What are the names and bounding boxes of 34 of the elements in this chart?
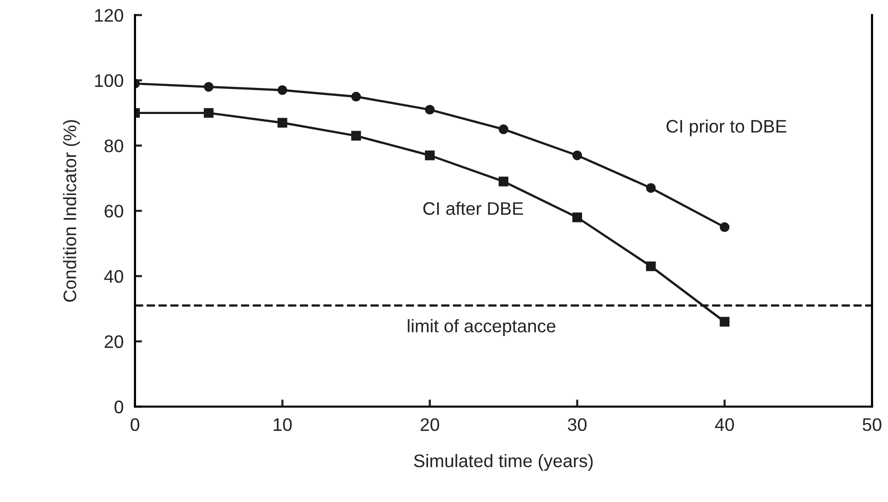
point (204, 108, 214, 118)
x-tick-label: 10 (274, 418, 292, 431)
y-tick-label: 120 (95, 8, 124, 22)
point (424, 104, 435, 115)
point (278, 118, 288, 128)
point (646, 261, 656, 272)
point (424, 150, 435, 160)
x-tick-label: 30 (568, 418, 587, 431)
point (646, 183, 656, 193)
x-tick-label: 20 (420, 418, 440, 431)
ref-line-label: limit of acceptance (408, 319, 556, 336)
x-tick-label: 40 (714, 418, 734, 431)
point (498, 176, 508, 186)
x-tick-label: 0 (130, 418, 140, 431)
x-axis-title: Simulated time (years) (414, 454, 593, 471)
point (351, 92, 361, 102)
point (278, 85, 288, 95)
y-tick-label: 40 (104, 270, 124, 283)
point (351, 130, 361, 141)
series-label: CI after DBE (423, 202, 523, 215)
point (572, 212, 582, 222)
y-tick-label: 100 (95, 74, 124, 88)
y-tick-label: 0 (114, 400, 124, 414)
point (204, 82, 214, 92)
y-tick-label: 80 (104, 140, 124, 152)
x-tick-label: 50 (862, 418, 882, 431)
point (720, 222, 730, 232)
text: CI prior to DBE (666, 119, 786, 136)
y-tick-label: 60 (104, 204, 124, 218)
point (572, 150, 582, 160)
point (720, 316, 730, 327)
y-tick-label: 20 (104, 335, 124, 348)
y-axis-title: Condition Indicator (%) (63, 120, 80, 302)
point (498, 124, 508, 134)
